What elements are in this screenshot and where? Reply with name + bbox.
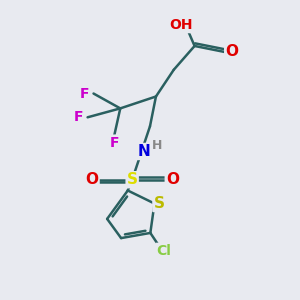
Text: OH: OH: [169, 18, 193, 32]
Text: O: O: [166, 172, 179, 187]
Text: F: F: [110, 136, 119, 150]
Text: H: H: [152, 139, 163, 152]
Text: O: O: [85, 172, 98, 187]
Text: O: O: [225, 44, 238, 59]
Text: F: F: [80, 86, 89, 100]
Text: F: F: [74, 110, 83, 124]
Text: Cl: Cl: [156, 244, 171, 258]
Text: S: S: [127, 172, 138, 187]
Text: N: N: [138, 144, 150, 159]
Text: S: S: [153, 196, 164, 211]
